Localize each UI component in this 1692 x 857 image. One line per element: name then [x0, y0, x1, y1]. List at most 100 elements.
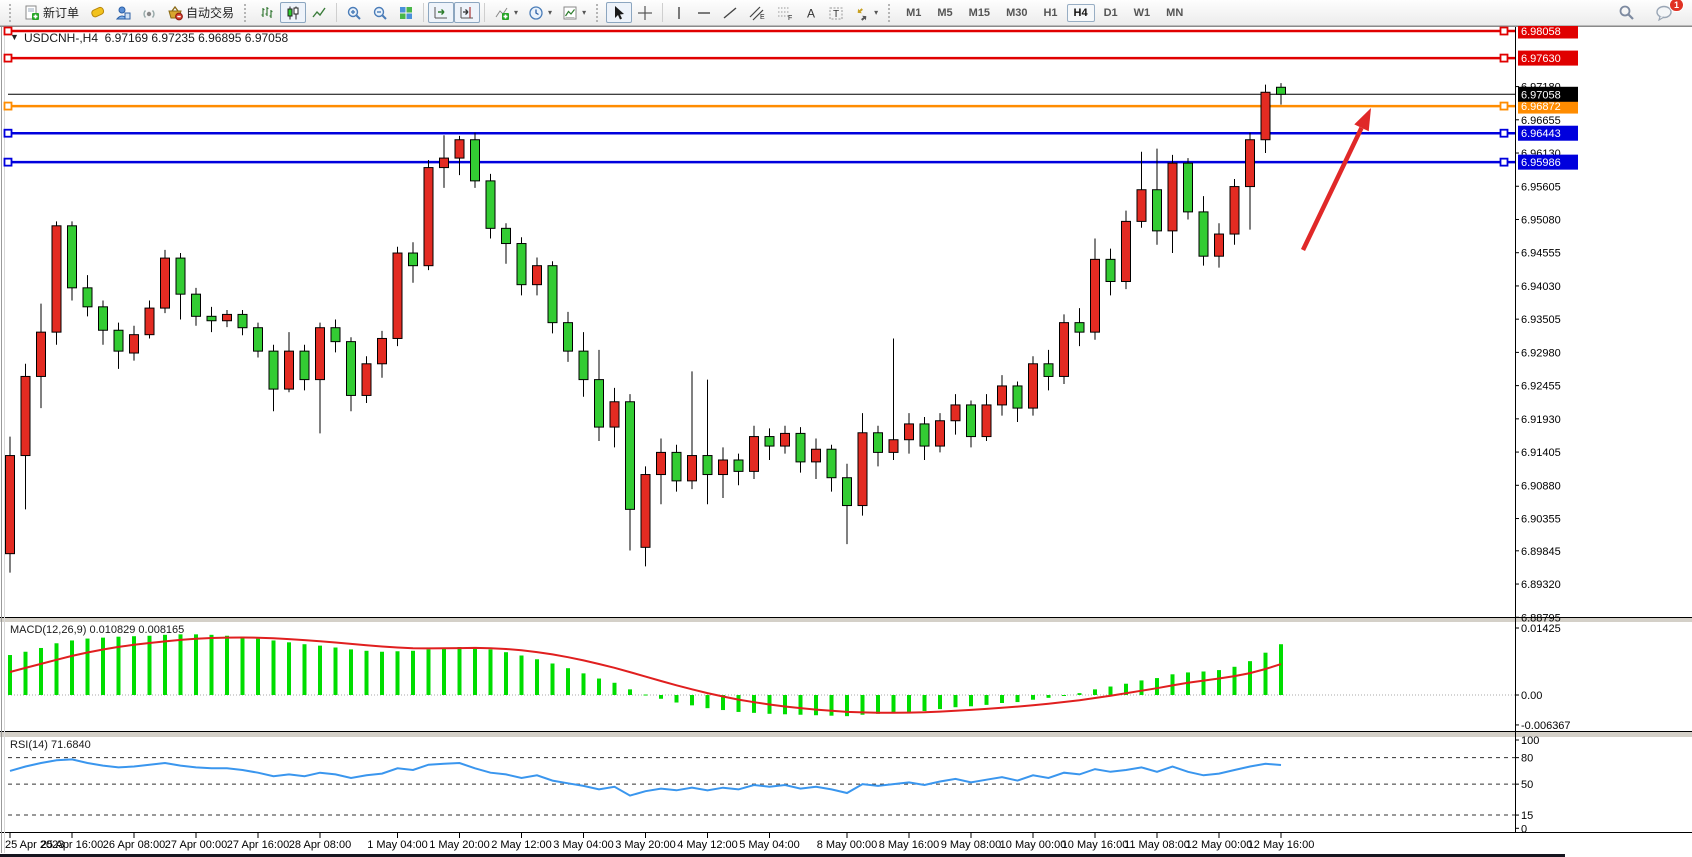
timeframe-m5-button[interactable]: M5: [930, 4, 959, 22]
candle-body: [1183, 162, 1193, 213]
trendline-tool-button[interactable]: [717, 2, 743, 23]
styler-button[interactable]: [84, 2, 110, 23]
rsi-pane[interactable]: [0, 737, 1692, 833]
arrows-tool-button[interactable]: ▾: [849, 2, 883, 23]
fibonacci-tool-button[interactable]: F: [771, 2, 799, 23]
toolbar-grip: [244, 3, 251, 22]
macd-histogram-bar: [287, 642, 291, 695]
candle-body: [950, 404, 961, 422]
timeframe-m15-button[interactable]: M15: [962, 4, 997, 22]
time-axis-label: 27 Apr 00:00: [165, 839, 227, 851]
line-handle[interactable]: [3, 157, 13, 167]
price-tick-label: 6.90880: [1521, 480, 1561, 492]
candle-body: [98, 306, 108, 331]
candle-body: [578, 350, 589, 381]
main-pane[interactable]: [0, 26, 1692, 618]
trend-arrow-head[interactable]: [1354, 108, 1371, 132]
arrows-tool-icon: [857, 7, 867, 21]
zoom-in-button[interactable]: [341, 2, 367, 23]
tile-windows-button[interactable]: [393, 2, 419, 23]
timeframe-w1-button[interactable]: W1: [1127, 4, 1158, 22]
candle-body: [392, 252, 403, 339]
candle-body: [175, 257, 186, 295]
macd-histogram-bar: [581, 673, 586, 695]
candle-body: [299, 350, 310, 381]
timeframe-h4-button[interactable]: H4: [1066, 4, 1095, 22]
cursor-tool-button[interactable]: [606, 2, 633, 23]
text-icon: A: [807, 6, 815, 20]
bar-chart-mode-button[interactable]: [254, 2, 280, 23]
new-order-button[interactable]: 新订单: [19, 2, 84, 23]
chat-button[interactable]: 1: [1650, 0, 1684, 23]
auto-scroll-button[interactable]: [428, 2, 455, 23]
candle-body: [966, 404, 976, 438]
line-chart-icon: [312, 7, 326, 17]
line-handle[interactable]: [3, 26, 13, 36]
periods-button[interactable]: ▾: [523, 2, 557, 23]
candle-body: [795, 432, 806, 463]
text-label-tool-button[interactable]: T: [823, 2, 849, 23]
pane-separator[interactable]: [0, 732, 1692, 737]
candle-body: [191, 293, 201, 317]
equidistant-channel-tool-button[interactable]: E: [743, 2, 771, 23]
candle-body: [733, 459, 744, 472]
timeframe-mn-button[interactable]: MN: [1159, 4, 1190, 22]
zoom-out-button[interactable]: [367, 2, 393, 23]
indicators-button[interactable]: ▾: [489, 2, 523, 23]
line-handle[interactable]: [1499, 157, 1509, 167]
candle-body: [222, 313, 232, 322]
chart-shift-button[interactable]: [454, 2, 481, 23]
timeframe-h1-button[interactable]: H1: [1036, 4, 1064, 22]
line-handle[interactable]: [1499, 101, 1509, 111]
rsi-line: [9, 758, 1282, 797]
line-handle[interactable]: [1499, 53, 1509, 63]
crosshair-tool-button[interactable]: [632, 2, 658, 23]
signals-button[interactable]: [136, 2, 162, 23]
macd-histogram-bar: [674, 695, 679, 703]
timeframe-m30-button[interactable]: M30: [999, 4, 1034, 22]
text-tool-button[interactable]: A: [799, 2, 823, 23]
periods-clock-icon: [529, 5, 543, 20]
chart-title: USDCNH-,H4 6.97169 6.97235 6.96895 6.970…: [24, 31, 289, 45]
price-tick-label: 6.91930: [1521, 414, 1561, 426]
timeframe-d1-button[interactable]: D1: [1097, 4, 1125, 22]
price-badge-label: 6.96872: [1521, 101, 1561, 113]
toolbar-separator: [484, 3, 486, 22]
chart-title-caret[interactable]: ▼: [10, 32, 19, 42]
line-handle[interactable]: [3, 101, 13, 111]
line-handle[interactable]: [1499, 128, 1509, 138]
rsi-tick-label: 80: [1521, 753, 1533, 765]
new-order-label: 新订单: [43, 6, 80, 20]
candle-body: [718, 459, 728, 476]
macd-histogram-bar: [736, 695, 741, 712]
macd-signal-line: [9, 636, 1282, 714]
timeframe-buttons: M1 M5 M15 M30 H1 H4 D1 W1 MN: [898, 3, 1191, 22]
candle-body: [51, 225, 62, 333]
time-axis-label: 8 May 16:00: [879, 839, 940, 851]
templates-button[interactable]: ▾: [557, 2, 591, 23]
candle-body: [935, 420, 945, 447]
timeframe-m1-button[interactable]: M1: [899, 4, 928, 22]
line-handle[interactable]: [3, 53, 13, 63]
macd-histogram-bar: [1062, 695, 1066, 696]
macd-histogram-bar: [783, 695, 787, 715]
time-axis-label: 11 May 08:00: [1124, 839, 1190, 851]
horizontal-line-tool-button[interactable]: [691, 2, 717, 23]
candle-body: [1074, 322, 1085, 333]
profile-button[interactable]: [110, 2, 136, 23]
line-chart-mode-button[interactable]: [306, 2, 332, 23]
trend-arrow-shaft[interactable]: [1300, 126, 1364, 251]
vertical-line-tool-button[interactable]: [667, 2, 691, 23]
autotrading-button[interactable]: 自动交易: [162, 2, 239, 23]
candlestick-mode-button[interactable]: [280, 2, 307, 23]
line-handle[interactable]: [1499, 26, 1509, 36]
macd-tick-label: 0.00: [1521, 690, 1542, 702]
candle-body: [1090, 258, 1100, 333]
line-handle[interactable]: [3, 128, 13, 138]
pane-separator[interactable]: [0, 618, 1692, 622]
macd-histogram-bar: [1248, 661, 1252, 695]
search-button[interactable]: [1613, 2, 1640, 23]
macd-histogram-bar: [39, 647, 43, 695]
candle-body: [873, 432, 883, 453]
